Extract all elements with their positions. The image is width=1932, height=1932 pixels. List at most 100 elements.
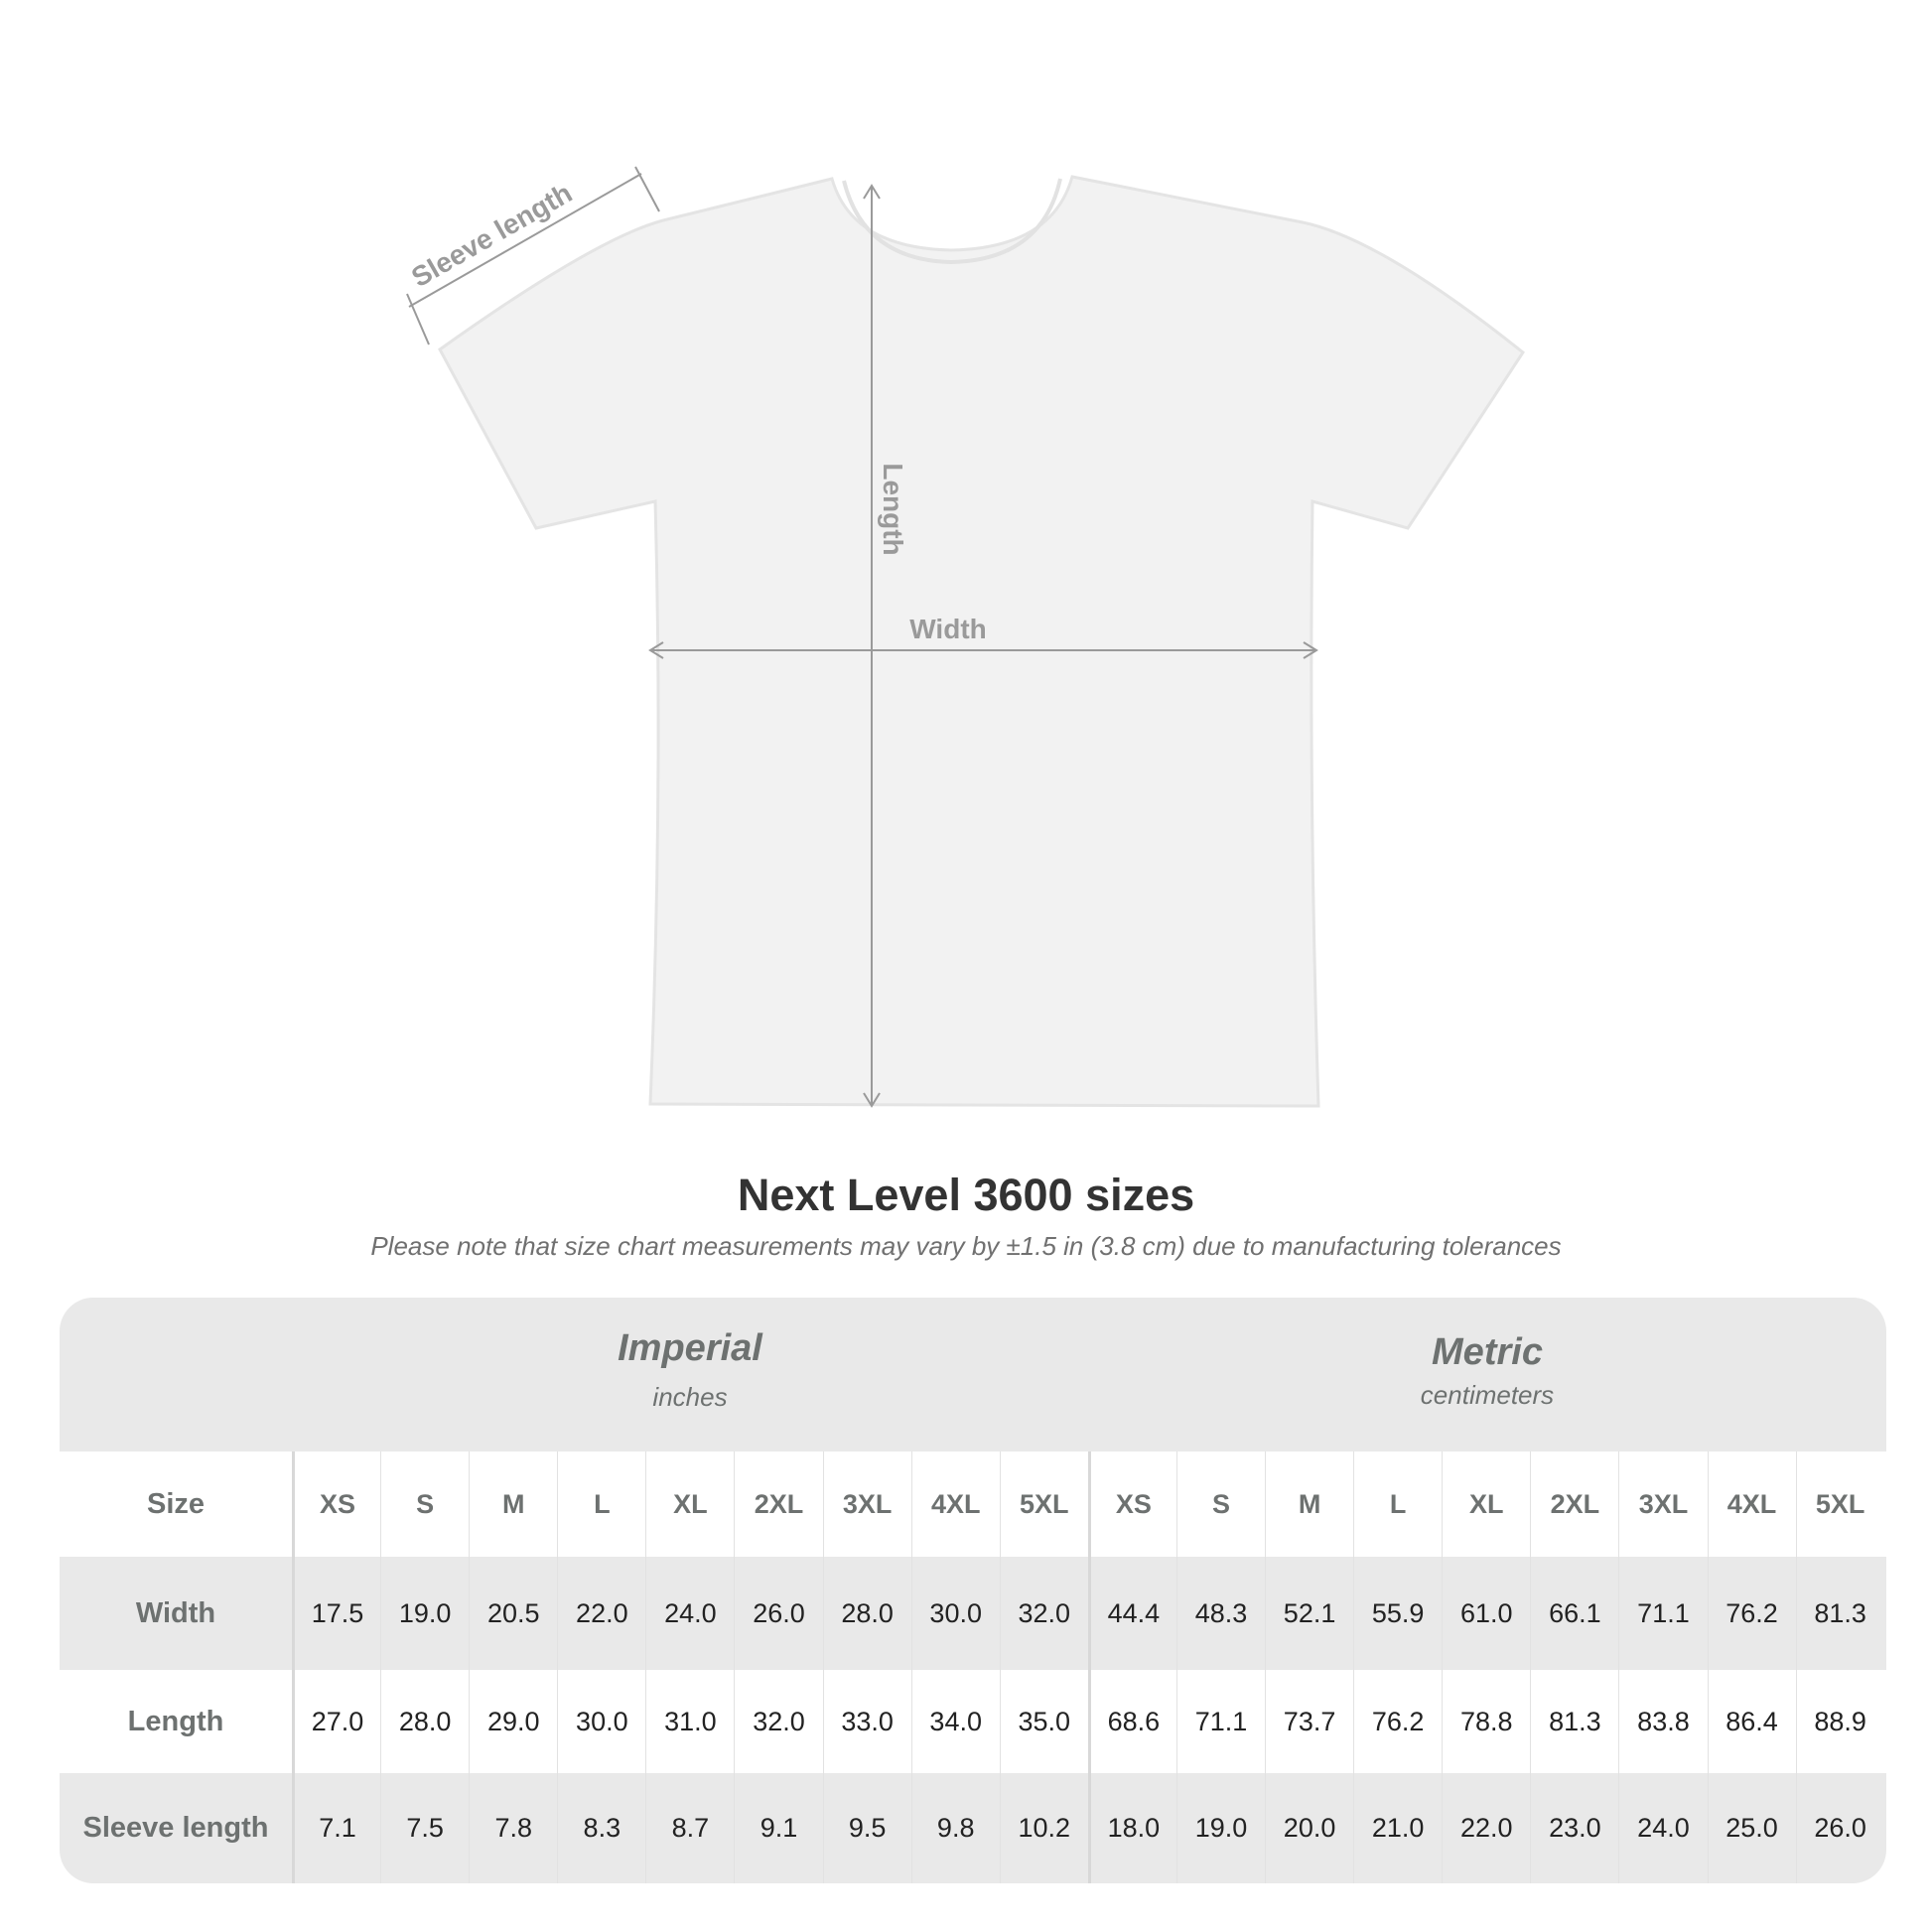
imperial-header: Imperial inches [292,1298,1088,1451]
metric-value-cell: 71.1 [1175,1670,1265,1773]
imperial-unit: inches [652,1382,728,1412]
size-row: Size XS S M L XL 2XL 3XL 4XL 5XL XS S M L XL 2XL 3XL 4XL 5… [60,1451,1886,1557]
imperial-value-cell: 28.0 [380,1670,469,1773]
metric-value-cell: 55.9 [1353,1557,1442,1670]
length-label: Length [878,463,908,555]
metric-size-s: S [1175,1451,1265,1557]
metric-value-cell: 44.4 [1087,1557,1176,1670]
metric-value-cell: 78.8 [1442,1670,1530,1773]
size-header-label: Size [146,1487,206,1520]
metric-unit: centimeters [1420,1380,1555,1410]
imperial-value-cell: 29.0 [469,1670,557,1773]
imperial-value-cell: 7.5 [380,1773,469,1883]
imperial-value-cell: 34.0 [910,1670,1000,1773]
imperial-title: Imperial [618,1327,762,1369]
imperial-value-cell: 27.0 [292,1670,380,1773]
tshirt-collar [842,178,1062,265]
metric-size-3xl: 3XL [1618,1451,1707,1557]
width-label: Width [909,614,987,644]
metric-size-2xl: 2XL [1530,1451,1618,1557]
metric-value-cell: 18.0 [1087,1773,1176,1883]
imperial-size-xs: XS [292,1451,380,1557]
page-title: Next Level 3600 sizes [737,1170,1195,1220]
imperial-value-cell: 22.0 [557,1557,645,1670]
imperial-value-cell: 32.0 [734,1670,822,1773]
metric-value-cell: 19.0 [1175,1773,1265,1883]
imperial-value-cell: 9.1 [734,1773,822,1883]
imperial-value-cell: 10.2 [999,1773,1088,1883]
metric-value-cell: 71.1 [1618,1557,1707,1670]
imperial-value-cell: 33.0 [822,1670,911,1773]
imperial-value-cell: 8.3 [557,1773,645,1883]
sleeve-tick-left [406,293,430,345]
imperial-size-l: L [557,1451,645,1557]
tshirt-diagram: Sleeve length Length Width [406,166,1526,1108]
metric-value-cell: 25.0 [1707,1773,1796,1883]
length-arrowhead-top [863,184,881,200]
tolerance-note: Please note that size chart measurements… [370,1231,1562,1261]
imperial-value-cell: 30.0 [910,1557,1000,1670]
metric-value-cell: 22.0 [1442,1773,1530,1883]
imperial-value-cell: 9.5 [822,1773,911,1883]
imperial-size-2xl: 2XL [734,1451,822,1557]
imperial-value-cell: 35.0 [999,1670,1088,1773]
metric-size-4xl: 4XL [1707,1451,1796,1557]
imperial-value-cell: 32.0 [999,1557,1088,1670]
imperial-size-4xl: 4XL [910,1451,1000,1557]
width-arrowhead-right [1303,641,1318,659]
metric-size-l: L [1353,1451,1442,1557]
sleeve-tick-right [634,166,660,212]
row-label-width: Width [135,1596,216,1629]
metric-value-cell: 76.2 [1353,1670,1442,1773]
metric-title: Metric [1432,1331,1543,1373]
imperial-value-cell: 26.0 [734,1557,822,1670]
metric-value-cell: 61.0 [1442,1557,1530,1670]
imperial-value-cell: 30.0 [557,1670,645,1773]
metric-value-cell: 81.3 [1795,1557,1884,1670]
imperial-value-cell: 28.0 [822,1557,911,1670]
length-arrowhead-bottom [863,1092,881,1108]
metric-size-m: M [1265,1451,1353,1557]
row-label-length: Length [127,1705,224,1737]
row-label-sleeve-length: Sleeve length [82,1812,269,1844]
metric-size-xl: XL [1442,1451,1530,1557]
metric-value-cell: 23.0 [1530,1773,1618,1883]
imperial-size-xl: XL [645,1451,734,1557]
metric-value-cell: 81.3 [1530,1670,1618,1773]
imperial-value-cell: 7.1 [292,1773,380,1883]
table-row: Length 27.0 28.0 29.0 30.0 31.0 32.0 33.0 34.0 35… [60,1670,1886,1773]
metric-value-cell: 21.0 [1353,1773,1442,1883]
table-row: Sleeve length 7.1 7.5 7.8 8.3 8.7 9.1 9.5 9.8 10.… [60,1773,1886,1883]
imperial-size-3xl: 3XL [822,1451,911,1557]
imperial-value-cell: 17.5 [292,1557,380,1670]
tshirt-shape [438,175,1526,1108]
metric-value-cell: 73.7 [1265,1670,1353,1773]
metric-value-cell: 26.0 [1795,1773,1884,1883]
imperial-value-cell: 8.7 [645,1773,734,1883]
imperial-value-cell: 31.0 [645,1670,734,1773]
imperial-value-cell: 9.8 [910,1773,1000,1883]
metric-value-cell: 86.4 [1707,1670,1796,1773]
metric-value-cell: 52.1 [1265,1557,1353,1670]
metric-value-cell: 83.8 [1618,1670,1707,1773]
metric-value-cell: 88.9 [1795,1670,1884,1773]
metric-size-5xl: 5XL [1795,1451,1884,1557]
metric-size-xs: XS [1087,1451,1176,1557]
imperial-size-s: S [380,1451,469,1557]
width-arrowhead-left [648,641,664,659]
size-table: Imperial inches Metric centimeters Size X… [60,1298,1886,1883]
metric-value-cell: 66.1 [1530,1557,1618,1670]
table-row: Width 17.5 19.0 20.5 22.0 24.0 26.0 28.0 30.0 32.… [60,1557,1886,1670]
imperial-value-cell: 24.0 [645,1557,734,1670]
metric-value-cell: 48.3 [1175,1557,1265,1670]
metric-value-cell: 24.0 [1618,1773,1707,1883]
metric-value-cell: 20.0 [1265,1773,1353,1883]
imperial-value-cell: 19.0 [380,1557,469,1670]
imperial-size-m: M [469,1451,557,1557]
imperial-size-5xl: 5XL [999,1451,1088,1557]
imperial-value-cell: 7.8 [469,1773,557,1883]
imperial-value-cell: 20.5 [469,1557,557,1670]
sleeve-arrow [408,173,642,308]
metric-value-cell: 76.2 [1707,1557,1796,1670]
metric-header: Metric centimeters [1088,1298,1886,1451]
